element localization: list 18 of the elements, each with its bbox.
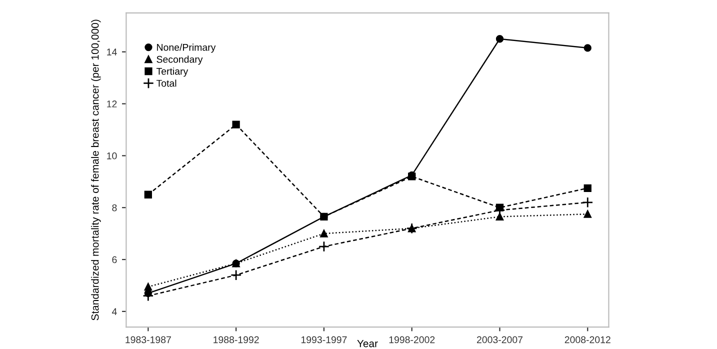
- y-tick-label: 14: [107, 48, 117, 56]
- legend-label: Secondary: [156, 56, 203, 65]
- x-tick-label: 1998-2002: [389, 336, 435, 344]
- y-tick-label: 12: [107, 100, 117, 108]
- y-tick-label: 6: [112, 256, 117, 264]
- x-tick-label: 2003-2007: [476, 336, 523, 344]
- legend-label: Total: [156, 80, 176, 87]
- x-tick-label: 1983-1987: [126, 336, 171, 344]
- x-tick-label: 1988-1992: [214, 336, 259, 344]
- legend-label: None/Primary: [157, 44, 216, 53]
- y-tick-label: 4: [112, 308, 117, 315]
- y-tick-label: 8: [112, 204, 117, 212]
- y-axis-title: Standardized mortality rate of female breast cancer (per 100,000): [91, 20, 101, 320]
- x-tick-label: 1993-1997: [301, 336, 347, 344]
- y-tick-label: 10: [107, 152, 117, 160]
- x-tick-label: 2008-2012: [564, 336, 610, 344]
- x-axis-title: Year: [357, 340, 378, 348]
- legend-label: Tertiary: [156, 68, 188, 77]
